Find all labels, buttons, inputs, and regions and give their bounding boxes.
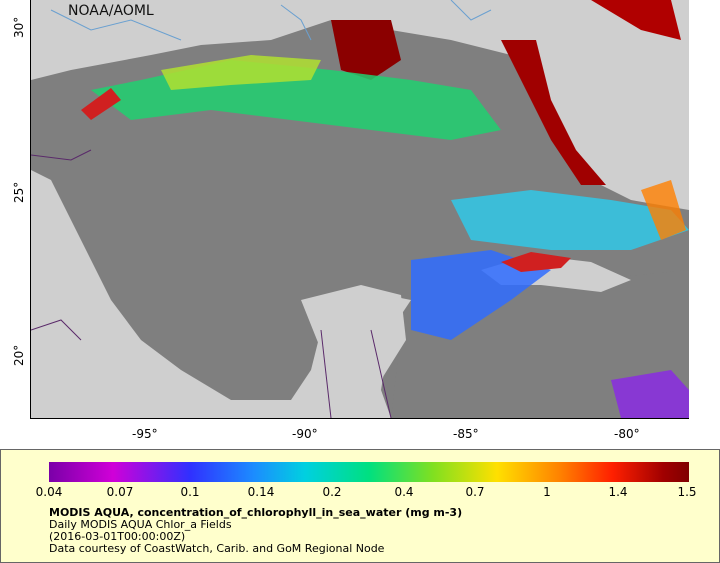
colorbar-tick: 0.04 (35, 485, 63, 499)
colorbar-tick: 0.14 (247, 485, 275, 499)
legend-panel: 0.04 0.07 0.1 0.14 0.2 0.4 0.7 1 1.4 1.5… (0, 449, 720, 563)
cuba-coast-red (501, 252, 571, 272)
y-tick-25: 25° (12, 181, 26, 203)
credit-label: NOAA/AOML (68, 3, 154, 19)
caribbean-blue (411, 250, 551, 340)
colorbar-tick: 0.1 (180, 485, 200, 499)
keys-bloom (591, 0, 681, 40)
colorbar-tick: 1.4 (608, 485, 628, 499)
legend-product: Daily MODIS AQUA Chlor_a Fields (49, 518, 232, 531)
coastal-bloom-florida (501, 40, 606, 185)
border-line (31, 319, 82, 341)
x-tick-80: -80° (614, 427, 640, 441)
y-tick-30: 30° (12, 16, 26, 38)
florida-land (531, 20, 641, 190)
bahamas-bloom (641, 180, 686, 240)
x-tick-95: -95° (132, 427, 158, 441)
x-tick-90: -90° (292, 427, 318, 441)
colorbar-tick: 0.07 (106, 485, 134, 499)
legend-title: MODIS AQUA, concentration_of_chlorophyll… (49, 506, 463, 519)
colorbar (49, 462, 689, 482)
x-tick-85: -85° (453, 427, 479, 441)
legend-courtesy: Data courtesy of CoastWatch, Carib. and … (49, 542, 385, 555)
border-line (31, 149, 92, 161)
caribbean-purple (611, 370, 689, 418)
colorbar-tick: 1 (543, 485, 551, 499)
chlorophyll-map (31, 0, 689, 418)
border-line (320, 329, 332, 418)
coastal-bloom-north (331, 20, 401, 80)
river-line (280, 4, 312, 41)
border-line (370, 329, 392, 418)
map-panel[interactable]: NOAA/AOML (30, 0, 689, 419)
colorbar-tick: 1.5 (677, 485, 697, 499)
yucatan-land (301, 285, 406, 380)
shelf-yellow-band (161, 55, 321, 90)
western-coast-bloom (81, 88, 121, 120)
colorbar-tick: 0.7 (465, 485, 485, 499)
colorbar-tick: 0.4 (394, 485, 414, 499)
y-tick-20: 20° (12, 344, 26, 366)
legend-date: (2016-03-01T00:00:00Z) (49, 530, 186, 543)
river-line (50, 9, 182, 41)
straits-cyan (451, 190, 689, 250)
colorbar-tick: 0.2 (322, 485, 342, 499)
river-line (450, 0, 492, 21)
